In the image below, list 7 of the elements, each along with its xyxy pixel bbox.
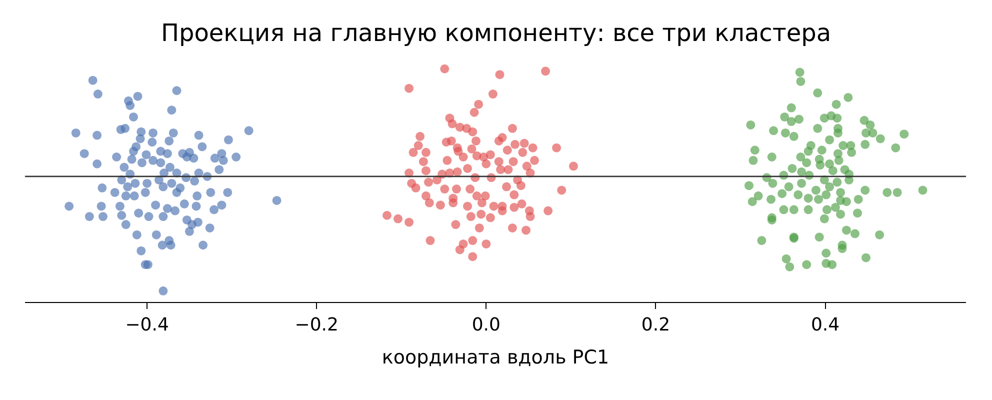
x-tick-label: −0.2 <box>294 314 338 336</box>
x-axis-title: координата вдоль PC1 <box>382 346 610 368</box>
x-tick-label: 0.0 <box>472 314 500 336</box>
chart-title: Проекция на главную компоненту: все три кластера <box>160 18 832 47</box>
x-tick-label: 0.2 <box>641 314 670 336</box>
x-tick-label: 0.4 <box>810 314 840 336</box>
x-tick-label: −0.4 <box>125 314 169 336</box>
